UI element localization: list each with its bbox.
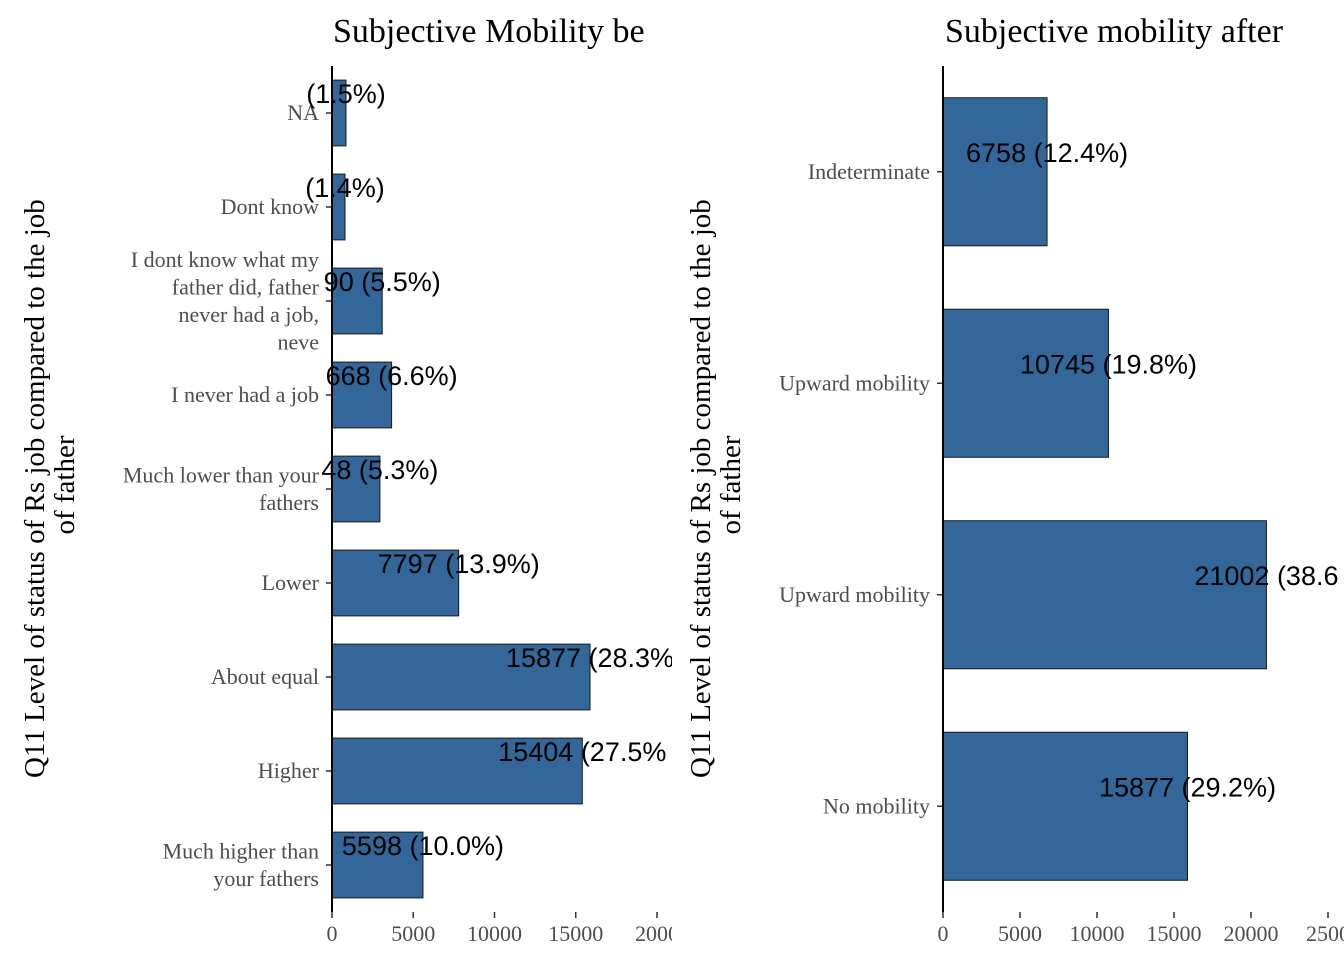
left-chart-data-labels: (1.5%) (1.4%) 90 (5.5%) 668 (6.6%) 48 (5.3%)… bbox=[305, 79, 674, 861]
category-label: Much higher than your fathers bbox=[163, 838, 319, 891]
bar bbox=[331, 267, 383, 335]
category-label-line: never had a job, bbox=[179, 302, 320, 327]
bar bbox=[331, 455, 381, 523]
category-label-line: No mobility bbox=[823, 793, 930, 818]
data-label: 7797 (13.9%) bbox=[378, 549, 540, 579]
data-label: 668 (6.6%) bbox=[326, 361, 458, 391]
category-label: Indeterminate bbox=[808, 159, 930, 184]
right-chart-y-axis-title-line: of father bbox=[715, 435, 747, 534]
right-chart-y-axis-title-line: Q11 Level of status of Rs job compared t… bbox=[685, 199, 717, 778]
category-label-line: father did, father bbox=[172, 274, 320, 299]
x-axis-tick-label: 5000 bbox=[998, 921, 1042, 946]
x-axis-tick-label: 10000 bbox=[467, 921, 522, 946]
bar bbox=[942, 308, 1109, 458]
category-label-line: Upward mobility bbox=[779, 582, 930, 607]
left-chart-category-labels: NA Dont know I dont know what my father did… bbox=[123, 100, 332, 891]
category-label-line: I dont know what my bbox=[131, 247, 319, 272]
category-label: I never had a job bbox=[171, 382, 319, 407]
data-label: 48 (5.3%) bbox=[321, 455, 438, 485]
category-label-line: Upward mobility bbox=[779, 370, 930, 395]
category-label: NA bbox=[287, 100, 319, 125]
category-label: Lower bbox=[262, 570, 320, 595]
x-axis-tick-label: 5000 bbox=[391, 921, 435, 946]
data-label: 5598 (10.0%) bbox=[342, 831, 504, 861]
right-chart-x-axis: 0 5000 10000 15000 20000 2500 bbox=[938, 912, 1344, 946]
data-label: 90 (5.5%) bbox=[324, 267, 441, 297]
data-label: 21002 (38.6 bbox=[1194, 561, 1338, 591]
bar bbox=[942, 97, 1048, 247]
x-axis-tick-label: 10000 bbox=[1070, 921, 1125, 946]
right-chart-panel: Subjective mobility after Q11 Level of s… bbox=[685, 13, 1344, 946]
x-axis-tick-label: 0 bbox=[327, 921, 338, 946]
category-label-line: Lower bbox=[262, 570, 320, 595]
x-axis-tick-label: 2500 bbox=[1306, 921, 1344, 946]
bar bbox=[331, 643, 591, 711]
bar bbox=[331, 549, 460, 617]
category-label-line: Much higher than bbox=[163, 838, 319, 863]
data-label: 6758 (12.4%) bbox=[966, 138, 1128, 168]
category-label-line: NA bbox=[287, 100, 319, 125]
bar bbox=[942, 731, 1189, 881]
category-label: Higher bbox=[258, 758, 320, 783]
x-axis-tick-label: 20000 bbox=[1224, 921, 1279, 946]
category-label: Upward mobility bbox=[779, 370, 930, 395]
x-axis-tick-label: 2000 bbox=[635, 921, 679, 946]
category-label-line: your fathers bbox=[213, 866, 319, 891]
data-label: 15404 (27.5% bbox=[498, 737, 666, 767]
category-label: Upward mobility bbox=[779, 582, 930, 607]
right-chart-y-axis-title: Q11 Level of status of Rs job compared t… bbox=[685, 192, 747, 778]
left-chart-bars bbox=[331, 79, 591, 899]
category-label-line: fathers bbox=[259, 490, 319, 515]
data-label: (1.4%) bbox=[305, 173, 385, 203]
category-label-line: I never had a job bbox=[171, 382, 319, 407]
category-label: Dont know bbox=[221, 194, 320, 219]
category-label-line: Much lower than your bbox=[123, 462, 320, 487]
x-axis-tick-label: 0 bbox=[938, 921, 949, 946]
left-chart-y-axis-title-line: of father bbox=[49, 435, 81, 534]
category-label-line: About equal bbox=[211, 664, 319, 689]
data-label: 10745 (19.8%) bbox=[1020, 349, 1197, 379]
right-chart-data-labels: 6758 (12.4%) 10745 (19.8%) 21002 (38.6 1587… bbox=[966, 138, 1338, 803]
right-chart-category-labels: Indeterminate Upward mobility Upward mobil… bbox=[779, 159, 943, 818]
data-label: 15877 (28.3% bbox=[506, 643, 674, 673]
category-label-line: Higher bbox=[258, 758, 320, 783]
left-chart-panel: Subjective Mobility be Q11 Level of stat… bbox=[19, 13, 679, 946]
category-label-line: neve bbox=[277, 329, 319, 354]
right-chart-title: Subjective mobility after bbox=[945, 13, 1284, 50]
left-chart-y-axis-title: Q11 Level of status of Rs job compared t… bbox=[19, 192, 81, 778]
category-label: No mobility bbox=[823, 793, 930, 818]
right-chart-bars bbox=[942, 97, 1267, 881]
x-axis-tick-label: 15000 bbox=[1147, 921, 1202, 946]
category-label: About equal bbox=[211, 664, 319, 689]
data-label: 15877 (29.2%) bbox=[1099, 772, 1276, 802]
category-label-line: Dont know bbox=[221, 194, 320, 219]
category-label: I dont know what my father did, father nev… bbox=[131, 247, 320, 355]
category-label-line: Indeterminate bbox=[808, 159, 930, 184]
left-chart-y-axis-title-line: Q11 Level of status of Rs job compared t… bbox=[19, 199, 51, 778]
category-label: Much lower than your fathers bbox=[123, 462, 320, 515]
left-chart-title: Subjective Mobility be bbox=[333, 13, 645, 50]
bar bbox=[331, 831, 424, 899]
data-label: (1.5%) bbox=[306, 79, 386, 109]
x-axis-tick-label: 15000 bbox=[548, 921, 603, 946]
left-chart-x-axis: 0 5000 10000 15000 2000 bbox=[327, 912, 679, 946]
bar bbox=[942, 520, 1267, 670]
bar bbox=[331, 737, 583, 805]
